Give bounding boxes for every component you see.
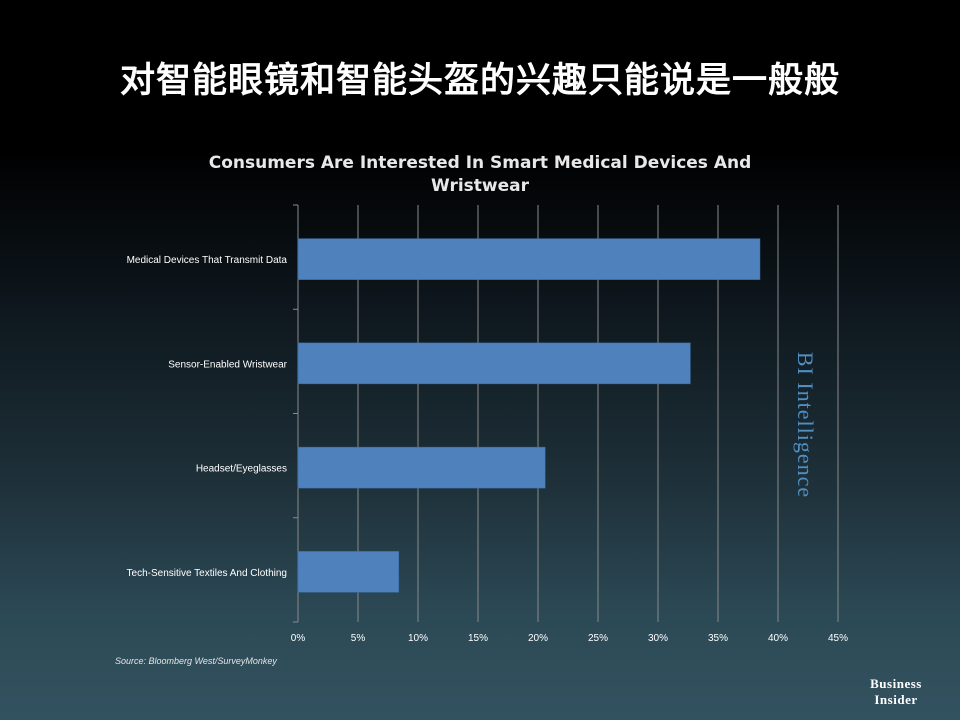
category-label: Sensor-Enabled Wristwear (168, 359, 287, 370)
x-tick-label: 40% (768, 633, 788, 644)
x-tick-label: 30% (648, 633, 668, 644)
x-tick-label: 10% (408, 633, 428, 644)
bar (297, 551, 400, 593)
slide-title: 对智能眼镜和智能头盔的兴趣只能说是一般般 (119, 61, 840, 101)
x-tick-label: 0% (291, 633, 306, 644)
x-tick-label: 20% (528, 633, 548, 644)
x-tick-label: 25% (588, 633, 608, 644)
category-label: Headset/Eyeglasses (196, 464, 287, 475)
x-tick-label: 5% (351, 633, 366, 644)
source-note: Source: Bloomberg West/SurveyMonkey (115, 656, 277, 666)
business-insider-logo: Business Insider (846, 676, 946, 708)
x-tick-label: 45% (828, 633, 848, 644)
bar (297, 342, 691, 385)
chart-title: Consumers Are Interested In Smart Medica… (208, 153, 752, 196)
logo-line-2: Insider (874, 692, 918, 707)
bi-intelligence-watermark: BI Intelligence (793, 351, 818, 499)
logo-line-1: Business (870, 676, 922, 691)
bar (297, 238, 761, 280)
category-label: Tech-Sensitive Textiles And Clothing (127, 568, 287, 579)
bar (297, 446, 546, 489)
category-label: Medical Devices That Transmit Data (127, 255, 288, 266)
x-tick-label: 35% (708, 633, 728, 644)
x-tick-label: 15% (468, 633, 488, 644)
